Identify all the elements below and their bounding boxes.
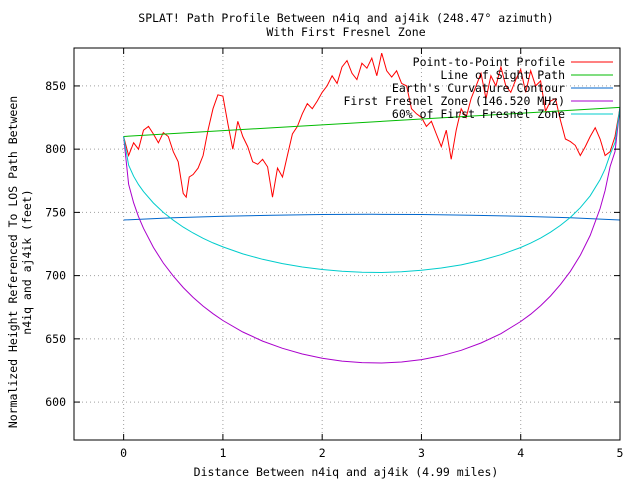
x-tick-label: 3 (418, 446, 425, 460)
x-axis-label: Distance Between n4iq and aj4ik (4.99 mi… (194, 465, 499, 479)
x-tick-label: 0 (120, 446, 127, 460)
x-tick-label: 1 (219, 446, 226, 460)
x-tick-label: 2 (319, 446, 326, 460)
series-line-4 (123, 107, 621, 274)
legend-label: Earth's Curvature Contour (392, 81, 565, 95)
ticks: 0 1 2 3 4 5 600 650 700 750 800 850 (45, 48, 623, 460)
chart-title: SPLAT! Path Profile Between n4iq and aj4… (138, 11, 553, 25)
y-tick-label: 800 (45, 142, 66, 156)
plot-frame (73, 47, 621, 441)
legend-label: Point-to-Point Profile (413, 55, 565, 69)
y-tick-label: 700 (45, 269, 66, 283)
y-axis-label: Normalized Height Referenced To LOS Path… (6, 96, 20, 428)
chart-subtitle: With First Fresnel Zone (266, 25, 425, 39)
legend-label: 60% of First Fresnel Zone (392, 107, 565, 121)
series-line-2 (123, 213, 621, 221)
legend-label: First Fresnel Zone (146.520 MHz) (343, 94, 565, 108)
series-group (123, 52, 621, 364)
series-line-3 (123, 107, 621, 364)
x-tick-label: 4 (517, 446, 524, 460)
y-axis-label-line2: n4iq and aj4ik (feet) (20, 189, 34, 334)
x-tick-label: 5 (617, 446, 624, 460)
series-line-0 (123, 52, 621, 199)
y-tick-label: 650 (45, 332, 66, 346)
y-tick-label: 850 (45, 79, 66, 93)
series-line-1 (123, 106, 621, 137)
y-tick-label: 600 (45, 395, 66, 409)
y-tick-label: 750 (45, 205, 66, 219)
legend-label: Line of Sight Path (440, 68, 565, 82)
